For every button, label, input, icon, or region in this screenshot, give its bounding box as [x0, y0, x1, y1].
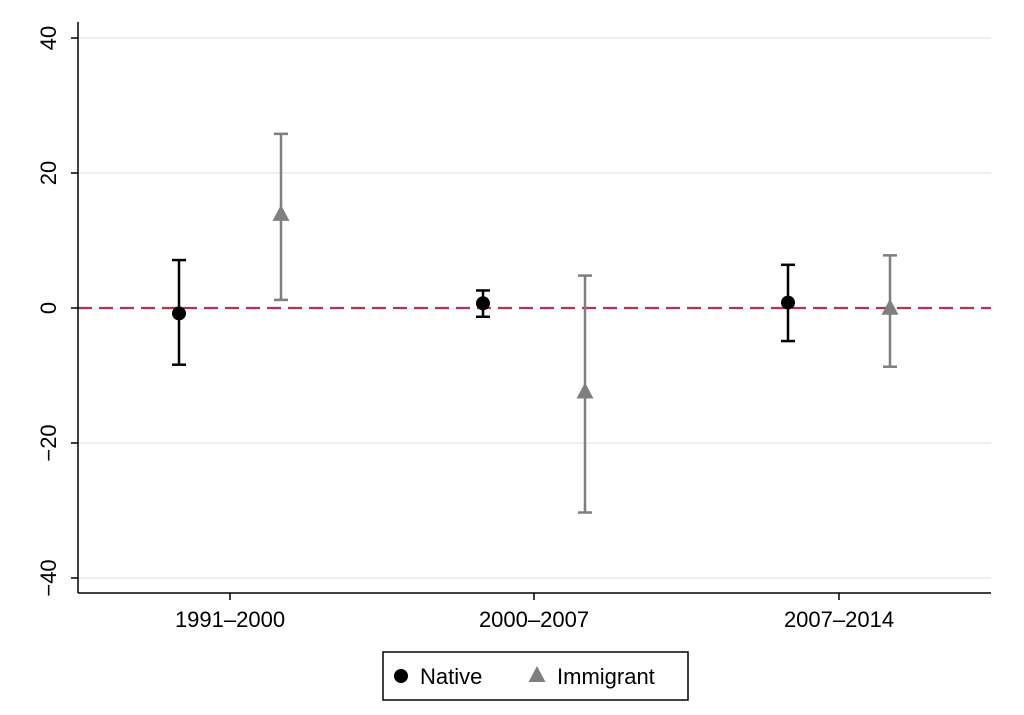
data-marks [172, 132, 899, 514]
x-tick-label: 2007–2014 [784, 607, 894, 632]
point-estimate-marker [272, 204, 290, 221]
legend-label-immigrant: Immigrant [557, 664, 655, 689]
y-tick-label: −20 [36, 424, 61, 461]
legend-label-native: Native [420, 664, 482, 689]
point-estimate-marker [781, 295, 795, 310]
y-tick-label: 20 [36, 161, 61, 185]
axes: −40 −20 0 20 40 1991–2000 2000–2007 2007–2014 [36, 22, 991, 632]
y-tick-label: 40 [36, 26, 61, 50]
x-tick-label: 1991–2000 [175, 607, 285, 632]
gridlines [78, 37, 991, 579]
point-estimate-marker [881, 298, 899, 315]
point-estimate-marker [172, 306, 186, 321]
point-estimate-marker [576, 382, 594, 399]
x-tick-label: 2000–2007 [479, 607, 589, 632]
point-estimate-marker [476, 296, 490, 311]
y-tick-label: −40 [36, 559, 61, 596]
legend: Native Immigrant [382, 651, 689, 701]
y-tick-label: 0 [36, 302, 61, 314]
legend-marker-immigrant [528, 666, 546, 682]
legend-marker-native [394, 669, 408, 683]
